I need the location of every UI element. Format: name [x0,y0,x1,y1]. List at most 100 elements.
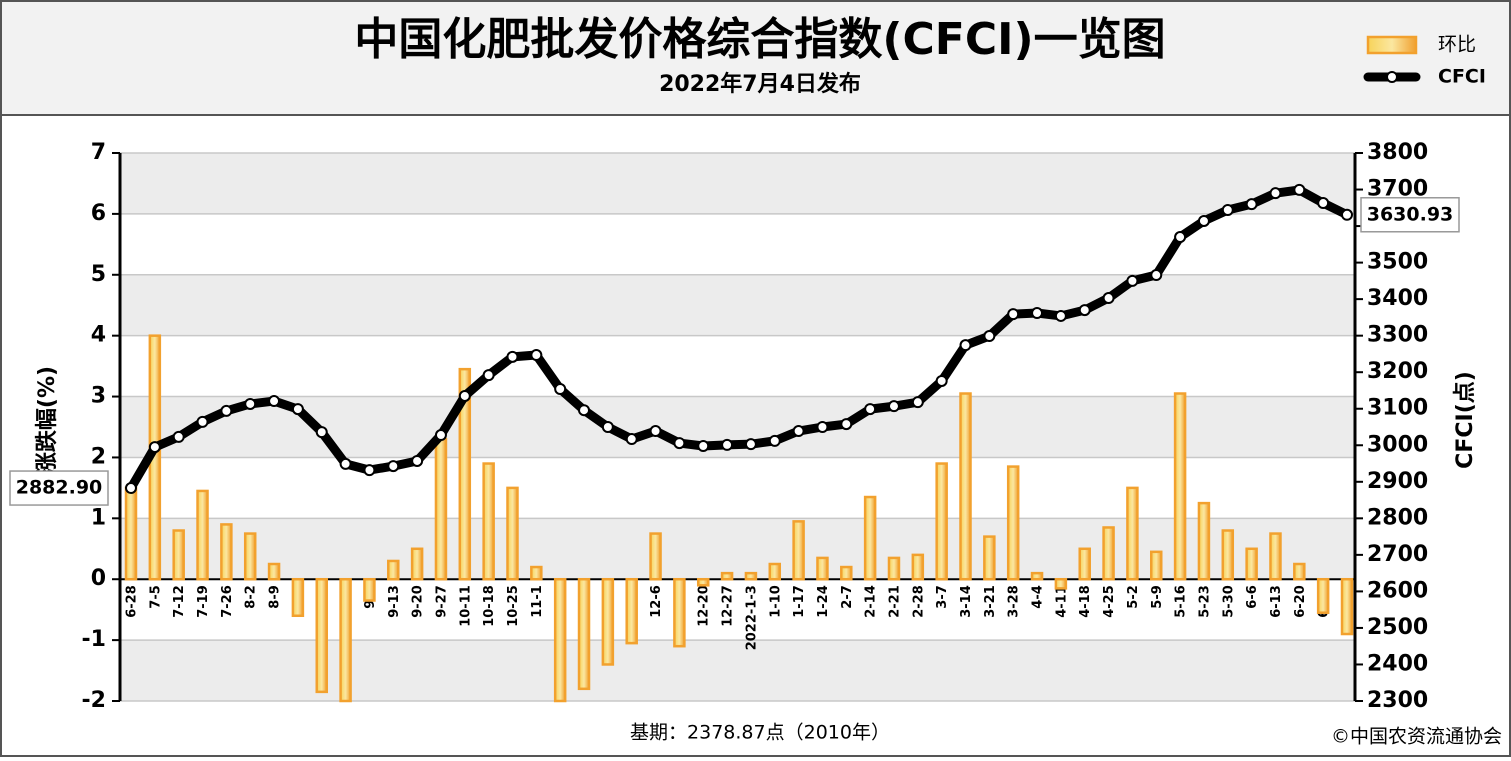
bar [267,562,281,581]
grid-band [120,335,1355,397]
y2-tick-label: 3000 [1367,432,1428,457]
line-marker [578,404,591,417]
chart-title: 中国化肥批发价格综合指数(CFCI)一览图 [354,14,1165,65]
line [127,185,1349,491]
line-marker [625,433,638,446]
bar [1078,547,1091,581]
bar [768,562,782,581]
line-marker [1269,187,1282,200]
bar [673,577,686,648]
x-tick-label: 5-23 [1197,585,1212,618]
bar [553,577,567,703]
line-marker [339,457,352,470]
x-tick-label: 3-14 [959,585,974,618]
x-tick-label: 1-10 [768,585,783,618]
x-tick-label: 7-12 [172,585,187,618]
line-marker [482,369,495,382]
footnote: 基期：2378.87点（2010年） [630,722,890,744]
chart-subtitle: 2022年7月4日发布 [659,71,861,97]
bar [530,565,543,581]
x-tick-label: 8-2 [244,585,259,609]
bar [935,462,948,581]
bar [458,367,472,581]
line-marker [506,350,519,363]
line-marker [220,404,233,417]
value-label-box [9,470,109,506]
x-tick-label: 4-11 [1054,585,1069,618]
bar [339,577,352,703]
bar [387,559,400,581]
x-tick-label: 4-25 [1102,585,1117,618]
bar [1221,529,1235,581]
y-tick-label: -1 [82,627,106,652]
x-tick-label: 9-27 [434,585,449,618]
line-marker [268,395,281,408]
x-tick-label: 7-26 [220,585,235,618]
x-tick-label: 10-18 [482,585,497,627]
x-tick-label: 6-13 [1269,585,1284,618]
line-marker [792,425,805,438]
line-marker [172,430,185,443]
grid-band [120,457,1355,519]
bar [911,553,925,581]
line-marker [1197,214,1210,227]
x-tick-label: 5-30 [1221,585,1236,618]
bar [577,577,591,691]
line-marker [864,403,877,416]
x-tick-label: 8-9 [268,585,283,609]
x-tick-label: 3-21 [983,585,998,618]
x-tick-label: 6-6 [1245,585,1260,609]
y-tick-label: 5 [91,262,106,287]
bar [482,462,495,581]
y2-tick-label: 3400 [1367,286,1428,311]
line-marker [1007,308,1020,321]
legend-swatch-marker [1386,71,1398,83]
bar [434,437,448,581]
line-marker [840,418,853,431]
bar [220,523,233,581]
y2-tick-label: 3800 [1367,140,1428,165]
line-marker [387,460,400,473]
value-label-box [1360,197,1460,233]
line-marker [887,400,900,413]
line-marker [315,426,328,439]
grid-band [120,640,1355,701]
bar [124,486,138,581]
x-tick-label: 12-20 [697,585,712,627]
y2-tick-label: 2500 [1367,615,1428,640]
bar [816,556,829,581]
bar [172,529,185,581]
y2-tick-label: 2400 [1367,651,1428,676]
x-tick-label: 5-2 [1126,585,1141,609]
line-marker [721,438,734,451]
bar [1316,577,1330,614]
x-tick-label: 2022-1-3 [744,585,759,650]
bar [625,577,638,645]
y2-axis-label: CFCI(点) [1452,371,1478,469]
bar [887,556,901,581]
x-tick-label: 12-6 [649,585,664,618]
line-marker [959,339,972,352]
bar [196,489,209,581]
bar [601,577,615,666]
line-marker [1150,269,1163,282]
value-label: 3630.93 [1367,203,1454,225]
line-marker [434,429,447,442]
legend-label: 环比 [1438,34,1476,56]
bar [840,565,853,581]
x-tick-label: 12-27 [721,585,736,627]
value-label: 2882.90 [16,477,103,499]
bar [1173,392,1187,581]
line-marker [1293,183,1306,196]
line-marker [673,437,686,450]
grid-band [120,213,1355,275]
bar [1150,550,1163,581]
source: ©中国农资流通协会 [1331,726,1502,748]
bar [1245,547,1258,581]
y-tick-label: 7 [91,140,106,165]
bar [1006,465,1020,581]
bar [506,486,519,581]
line-marker [1245,198,1258,211]
x-tick-label: 9-13 [387,585,402,618]
